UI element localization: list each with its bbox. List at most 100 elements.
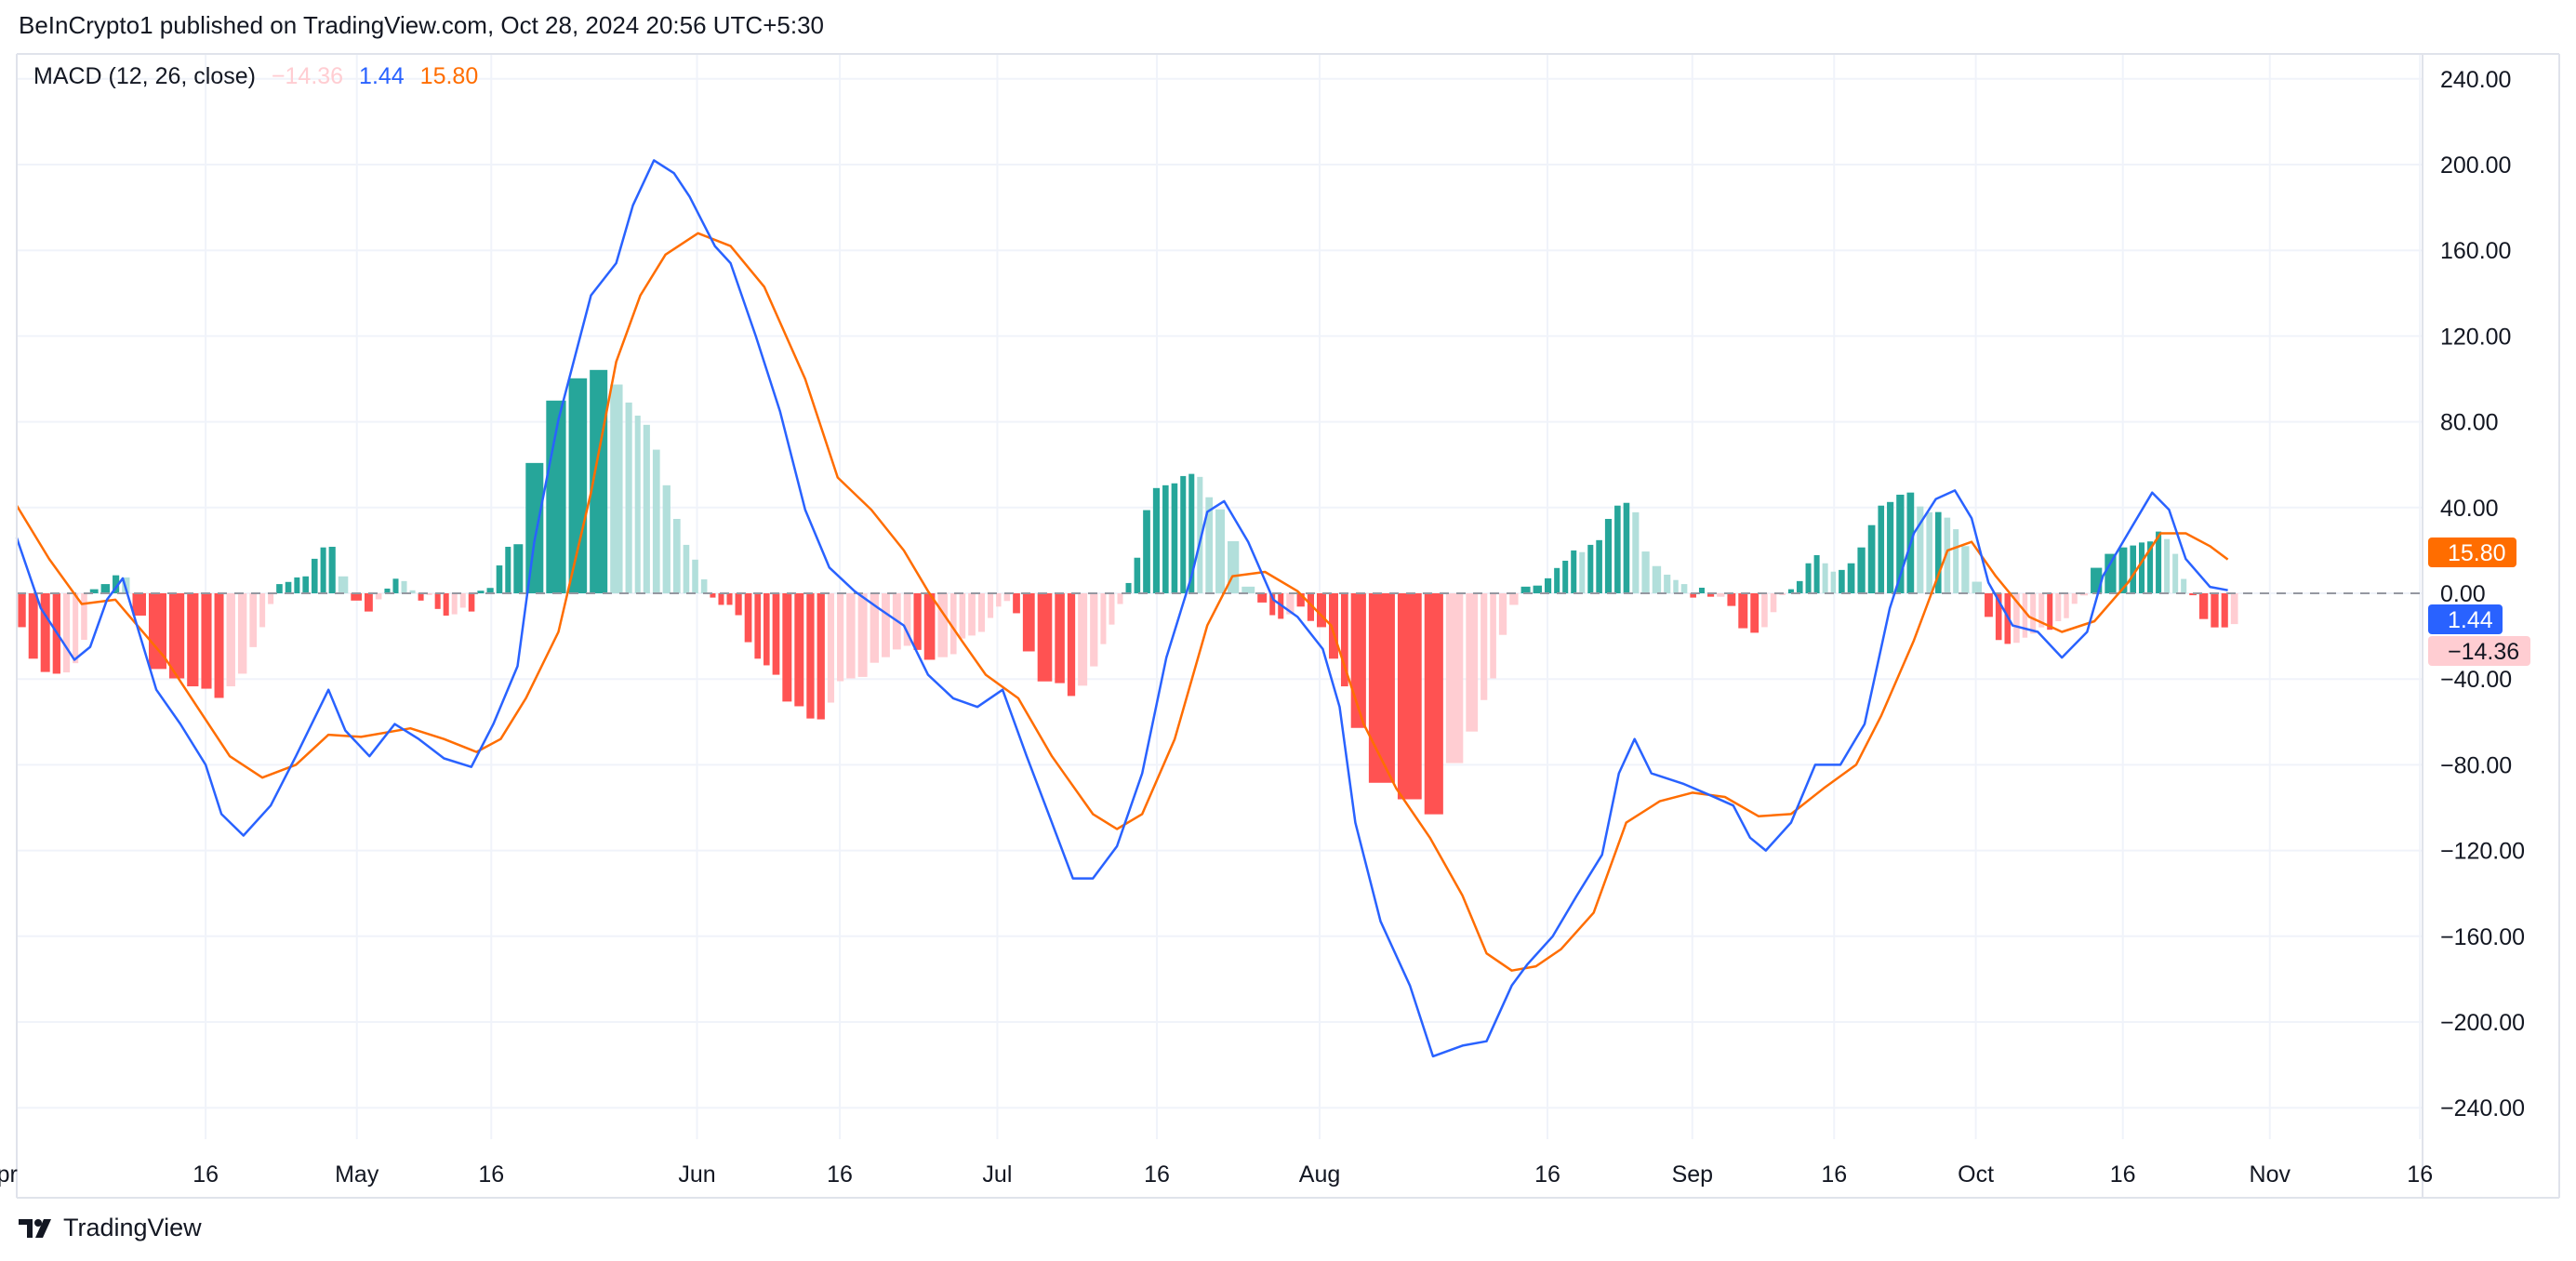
histogram-bar [113,575,120,593]
histogram-bar [1171,483,1178,593]
histogram-bar [1125,582,1132,593]
x-tick-label: 16 [2110,1161,2136,1188]
histogram-bar [634,415,641,593]
x-tick-label: Oct [1958,1161,1994,1188]
histogram-bar [320,547,326,593]
histogram-bar [857,593,868,677]
histogram-bar [364,593,373,612]
histogram-bar [1717,593,1725,597]
histogram-bar [169,593,185,679]
histogram-bar [794,593,804,707]
time-axis[interactable]: pr 16 May 16 Jun 16 Jul 16 Aug 16 Sep 16 Oct 16 Nov 16 [0,1161,2433,1188]
y-tick-label: 40.00 [2440,496,2499,522]
histogram-bar [477,591,485,593]
histogram-bar [2211,593,2219,628]
price-tag-label: 1.44 [2448,607,2493,633]
histogram-bar [2047,593,2053,630]
indicator-legend[interactable]: MACD (12, 26, close) −14.36 1.44 15.80 [33,63,487,90]
histogram-bar [903,593,911,646]
histogram-bar [1926,511,1932,593]
histogram-bar [1242,586,1255,593]
histogram-bar [1985,593,1993,617]
histogram-bar [226,593,235,687]
histogram-bar [1340,593,1348,687]
histogram-bar [1562,560,1569,593]
y-tick-label: 120.00 [2440,324,2511,350]
histogram-bar [1162,484,1169,593]
x-tick-label: 16 [193,1161,219,1188]
histogram-bar [1847,563,1855,593]
histogram-bar [1972,581,1983,593]
histogram-bar [338,576,349,593]
price-tag-label: −14.36 [2448,639,2519,665]
histogram-bar [1796,580,1803,593]
histogram-bar [73,593,79,664]
histogram-bar [546,400,566,593]
histogram-bar [351,593,362,601]
histogram-bar [772,593,780,675]
histogram-bar [1152,487,1161,593]
histogram-bar [302,576,309,593]
price-axis[interactable]: 240.00 200.00 160.00 120.00 80.00 40.00 0.00 −4… [2440,67,2525,1122]
histogram-bar [672,519,681,593]
histogram-bar [1509,593,1519,605]
price-tags: 15.80 1.44 −14.36 [2428,538,2530,666]
histogram-bar [1498,593,1507,635]
tradingview-brand: TradingView [63,1214,202,1241]
histogram-bar [276,584,283,593]
histogram-bar [1896,494,1905,593]
histogram-bar [311,558,318,593]
macd-value: 1.44 [359,63,405,89]
x-tick-label: Jun [678,1161,715,1188]
histogram-bar [2230,593,2238,625]
histogram-bar [1761,593,1768,628]
histogram-bar [959,593,966,639]
histogram-bar [2118,547,2128,593]
histogram-bar [525,462,544,593]
tradingview-logo[interactable]: TradingView [19,1214,202,1242]
histogram-bar [1037,593,1053,682]
histogram-bar [237,593,247,674]
histogram-bar [1690,593,1696,598]
histogram-bar [505,546,511,593]
histogram-bar [1805,563,1812,593]
histogram-bar [610,384,623,593]
signal-value: 15.80 [419,63,479,89]
histogram-bar [62,593,71,673]
histogram-bar [100,584,111,593]
histogram-bar [643,424,650,593]
histogram-bar [2030,593,2037,634]
histogram-bar [1623,502,1630,593]
histogram-bar [1934,511,1942,593]
histogram-bar [735,593,742,616]
histogram-bar [1013,593,1020,614]
histogram-bar [1554,567,1560,593]
histogram-bar [426,593,432,595]
histogram-bar [81,593,87,641]
histogram-bar [1022,593,1035,652]
histogram-bar [817,593,825,720]
histogram-bar [625,402,632,593]
histogram-bar [2172,553,2179,593]
histogram-bar [1307,593,1314,621]
histogram-bar [726,593,733,605]
histogram-bar [451,593,458,615]
histogram-bar [2071,593,2078,604]
histogram-bar [1328,593,1338,659]
histogram-bar [968,593,976,636]
histogram-bar [1673,579,1679,593]
histogram-bar [949,593,957,655]
histogram-bar [1953,529,1959,593]
histogram-bar [409,590,416,593]
x-tick-label: Aug [1299,1161,1340,1188]
histogram-bar [1215,509,1226,593]
y-tick-label: 240.00 [2440,67,2511,93]
histogram-bar [1100,593,1107,644]
histogram-bar [1995,593,2002,641]
histogram-bar [2164,538,2171,593]
histogram-bar [1867,524,1876,593]
price-tag-background [2428,538,2516,567]
y-tick-label: 80.00 [2440,410,2499,436]
y-tick-label: −120.00 [2440,839,2525,865]
